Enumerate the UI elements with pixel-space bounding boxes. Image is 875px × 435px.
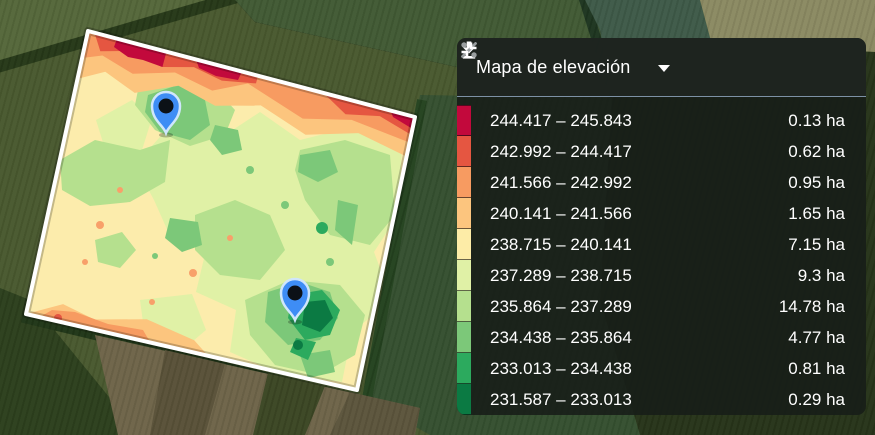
map-pin[interactable] (150, 90, 182, 138)
legend-color-swatch (457, 136, 471, 167)
legend-range: 237.289 – 238.715 (490, 265, 632, 285)
legend-color-swatch (457, 229, 471, 260)
legend-range: 244.417 – 245.843 (490, 110, 632, 130)
legend-area: 0.13 ha (788, 110, 845, 130)
legend-color-swatch (457, 167, 471, 198)
legend-row[interactable]: 242.992 – 244.417 0.62 ha (457, 136, 866, 167)
legend-area: 0.95 ha (788, 172, 845, 192)
legend-range: 240.141 – 241.566 (490, 203, 632, 223)
legend-area: 0.81 ha (788, 358, 845, 378)
panel-title: Mapa de elevación (476, 56, 631, 77)
legend-color-swatch (457, 291, 471, 322)
legend-range: 233.013 – 234.438 (490, 358, 632, 378)
legend-row[interactable]: 234.438 – 235.864 4.77 ha (457, 322, 866, 353)
legend-range: 231.587 – 233.013 (490, 389, 632, 409)
legend-row[interactable]: 240.141 – 241.566 1.65 ha (457, 198, 866, 229)
legend-row[interactable]: 244.417 – 245.843 0.13 ha (457, 105, 866, 136)
legend-area: 4.77 ha (788, 327, 845, 347)
legend-row[interactable]: 241.566 – 242.992 0.95 ha (457, 167, 866, 198)
legend-color-swatch (457, 260, 471, 291)
legend-color-swatch (457, 353, 471, 384)
elevation-legend: 244.417 – 245.843 0.13 ha 242.992 – 244.… (457, 97, 866, 415)
legend-area: 9.3 ha (797, 265, 845, 285)
field-border (24, 29, 417, 392)
percent-icon (461, 42, 477, 58)
legend-range: 238.715 – 240.141 (490, 234, 632, 254)
legend-area: 1.65 ha (788, 203, 845, 223)
legend-area: 14.78 ha (778, 296, 845, 316)
elevation-panel: Mapa de elevación (457, 38, 866, 415)
legend-color-swatch (457, 105, 471, 136)
expand-icon (461, 42, 477, 58)
legend-area: 0.29 ha (788, 389, 845, 409)
panel-header: Mapa de elevación (457, 38, 866, 97)
legend-row[interactable]: 237.289 – 238.715 9.3 ha (457, 260, 866, 291)
legend-row[interactable]: 238.715 – 240.141 7.15 ha (457, 229, 866, 260)
map-pin[interactable] (279, 277, 311, 325)
legend-area: 0.62 ha (788, 141, 845, 161)
legend-range: 242.992 – 244.417 (490, 141, 632, 161)
legend-row[interactable]: 231.587 – 233.013 0.29 ha (457, 384, 866, 415)
legend-color-swatch (457, 384, 471, 415)
map-type-dropdown[interactable]: Mapa de elevación (476, 57, 670, 78)
legend-range: 235.864 – 237.289 (490, 296, 632, 316)
legend-area: 7.15 ha (788, 234, 845, 254)
legend-color-swatch (457, 322, 471, 353)
download-icon (462, 41, 476, 59)
legend-range: 234.438 – 235.864 (490, 327, 632, 347)
chevron-down-icon (657, 64, 670, 72)
legend-range: 241.566 – 242.992 (490, 172, 632, 192)
legend-color-swatch (457, 198, 471, 229)
legend-row[interactable]: 233.013 – 234.438 0.81 ha (457, 353, 866, 384)
legend-row[interactable]: 235.864 – 237.289 14.78 ha (457, 291, 866, 322)
